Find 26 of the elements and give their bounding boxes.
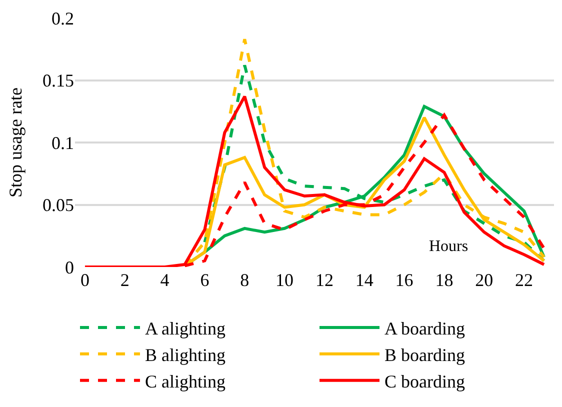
x-tick-label: 6 [200, 270, 210, 290]
legend-label: A boarding [384, 318, 465, 339]
x-axis-title: Hours [429, 238, 468, 255]
legend-label: C boarding [384, 371, 465, 392]
x-tick-label: 8 [240, 270, 250, 290]
y-axis-title: Stop usage rate [6, 88, 26, 198]
x-tick-label: 10 [276, 270, 294, 290]
y-tick-label: 0 [65, 257, 74, 278]
x-tick-label: 12 [315, 270, 334, 290]
y-tick-label: 0.15 [42, 70, 74, 91]
x-tick-label: 0 [80, 270, 90, 290]
x-tick-label: 14 [355, 270, 374, 290]
x-tick-label: 4 [160, 270, 170, 290]
y-tick-label: 0.05 [42, 195, 74, 216]
x-tick-label: 20 [475, 270, 494, 290]
y-tick-label: 0.1 [52, 132, 74, 153]
legend-label: A alighting [145, 318, 226, 339]
y-tick-label: 0.2 [52, 8, 74, 28]
x-tick-label: 16 [395, 270, 414, 290]
legend-label: B alighting [145, 344, 226, 365]
x-tick-label: 22 [515, 270, 534, 290]
x-tick-label: 18 [435, 270, 454, 290]
x-tick-label: 2 [120, 270, 130, 290]
line-series [83, 94, 546, 267]
legend-label: C alighting [145, 371, 226, 392]
legend-label: B boarding [384, 344, 465, 365]
